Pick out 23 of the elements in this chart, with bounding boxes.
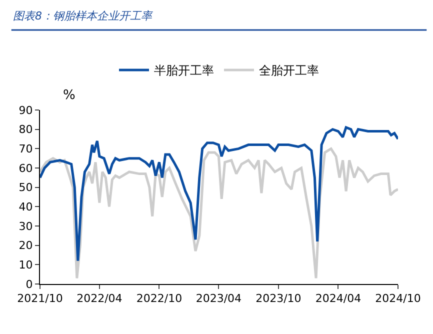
line-series: [40, 126, 398, 262]
text: %: [63, 88, 76, 103]
y-tick-label: 40: [18, 200, 33, 214]
y-tick-label: 20: [18, 239, 33, 252]
y-tick-label: 30: [18, 220, 33, 233]
line-series: [40, 147, 398, 280]
x-tick-label: 2021/10: [17, 292, 63, 306]
y-tick-label: 90: [18, 104, 33, 117]
y-tick-label: 70: [18, 142, 33, 156]
y-tick-label: 80: [18, 123, 33, 136]
x-tick-label: 2023/04: [196, 292, 242, 306]
x-tick-label: 2024/04: [315, 292, 362, 306]
y-tick-label: 50: [18, 181, 33, 194]
y-tick-label: 0: [26, 278, 33, 291]
x-tick-label: 2022/04: [76, 292, 122, 306]
legend-label: 半胎开工率: [154, 64, 214, 78]
x-tick-label: 2022/10: [136, 292, 182, 306]
legend-label: 全胎开工率: [259, 64, 319, 78]
y-tick-label: 60: [18, 162, 33, 175]
y-tick-label: 10: [18, 258, 33, 272]
chart-title: 图表8：钢胎样本企业开工率: [12, 9, 153, 22]
x-tick-label: 2023/10: [256, 292, 302, 306]
x-tick-label: 2024/10: [375, 292, 421, 306]
